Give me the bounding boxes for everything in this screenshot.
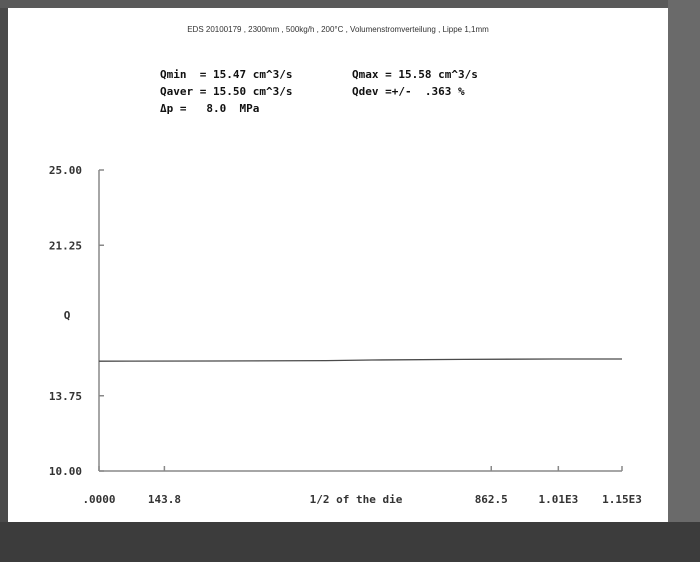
- qmin-stat: Qmin = 15.47 cm^3/s: [160, 68, 293, 81]
- chart-header: EDS 20100179 , 2300mm , 500kg/h , 200°C …: [187, 25, 489, 34]
- plot-sheet: EDS 20100179 , 2300mm , 500kg/h , 200°C …: [8, 8, 668, 522]
- y-tick-label: 10.00: [49, 465, 82, 478]
- x-tick-label: 862.5: [475, 493, 508, 506]
- y-tick-label: 21.25: [49, 239, 82, 252]
- screen-border-bottom: [0, 522, 700, 562]
- x-tick-label: 1.01E3: [538, 493, 578, 506]
- y-tick-label: 25.00: [49, 164, 82, 177]
- screen-border-top: [0, 0, 700, 8]
- x-tick-label: .0000: [82, 493, 115, 506]
- y-axis-label: Q: [64, 309, 71, 322]
- x-tick-label: 143.8: [148, 493, 181, 506]
- qdev-stat: Qdev =+/- .363 %: [352, 85, 465, 98]
- dp-stat: Δp = 8.0 MPa: [160, 102, 260, 115]
- qaver-stat: Qaver = 15.50 cm^3/s: [160, 85, 293, 98]
- screen-border-right: [668, 0, 700, 562]
- x-axis-label: 1/2 of the die: [310, 493, 403, 506]
- x-tick-label: 1.15E3: [602, 493, 642, 506]
- qmax-stat: Qmax = 15.58 cm^3/s: [352, 68, 478, 81]
- flow-rate-line: [98, 358, 622, 362]
- y-tick-label: 13.75: [49, 390, 82, 403]
